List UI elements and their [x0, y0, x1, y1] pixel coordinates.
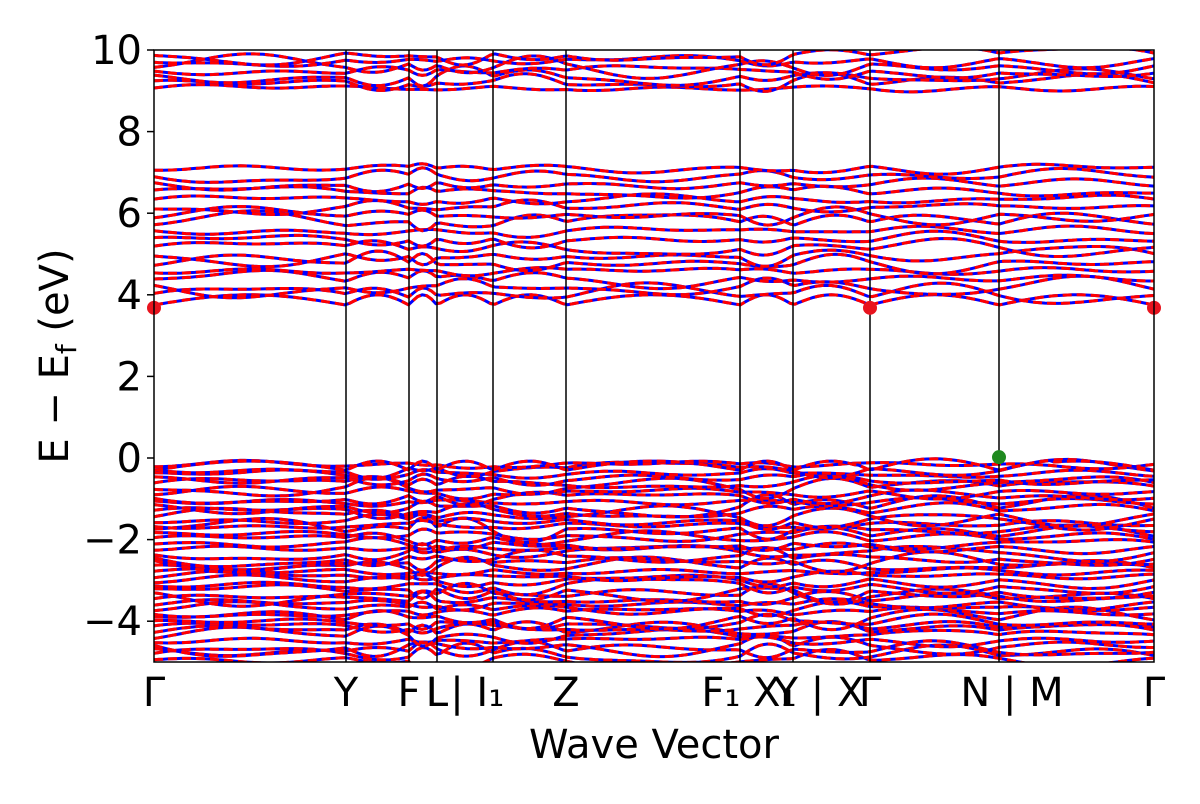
band-edge-markers	[147, 300, 1161, 465]
band-line-spin-down	[154, 268, 1154, 291]
band-line-spin-up	[154, 184, 1154, 200]
band-line-spin-down	[154, 457, 1154, 472]
y-tick-label: 8	[117, 110, 142, 156]
band-line-spin-down	[154, 639, 1154, 660]
y-tick-label: 2	[117, 354, 142, 400]
band-line-spin-down	[154, 529, 1154, 547]
x-axis-label: Wave Vector	[529, 722, 780, 768]
band-line-spin-up	[154, 569, 1154, 584]
y-tick-label: 10	[91, 28, 142, 74]
y-tick-label: 4	[117, 273, 142, 319]
kpath-lines	[345, 50, 1000, 662]
band-line-spin-down	[154, 488, 1154, 507]
x-tick-label: Y | X	[773, 670, 865, 716]
band-line-spin-down	[154, 64, 1154, 81]
cbm-marker	[863, 300, 877, 315]
band-line-spin-down	[154, 176, 1154, 194]
x-tick-label: Z	[552, 670, 579, 716]
band-line-spin-down	[154, 536, 1154, 552]
band-line-spin-down	[154, 600, 1154, 618]
band-line-spin-down	[154, 555, 1154, 577]
band-line-spin-down	[154, 166, 1154, 184]
band-line-spin-down	[154, 493, 1154, 519]
x-tick-label: I | I₁	[426, 670, 505, 716]
band-line-spin-up	[154, 162, 1154, 176]
band-line-spin-down	[154, 572, 1154, 591]
band-line-spin-up	[154, 606, 1154, 619]
plot-frame	[153, 49, 1155, 663]
y-tick-label: −4	[83, 599, 142, 645]
band-line-spin-down	[154, 624, 1154, 648]
x-tick-label: Y	[333, 670, 359, 716]
x-tick-label: F₁ X₁	[701, 670, 796, 716]
band-line-spin-down	[154, 236, 1154, 258]
band-line-spin-down	[154, 524, 1154, 543]
band-line-spin-down	[154, 619, 1154, 636]
band-line-spin-up	[154, 64, 1154, 88]
band-line-spin-up	[154, 192, 1154, 206]
band-line-spin-down	[154, 633, 1154, 659]
y-tick-label: 0	[117, 436, 142, 482]
band-line-spin-down	[154, 515, 1154, 545]
x-tick-label: F	[397, 670, 420, 716]
x-tick-label: N | M	[960, 670, 1063, 716]
band-line-spin-up	[154, 224, 1154, 239]
bands-layer	[154, 50, 1154, 662]
band-line-spin-down	[154, 245, 1154, 269]
band-line-spin-down	[154, 605, 1154, 632]
band-line-spin-up	[154, 249, 1154, 276]
band-line-spin-down	[154, 204, 1154, 227]
y-tick-label: −2	[83, 518, 142, 564]
y-tick-label: 6	[117, 191, 142, 237]
band-line-spin-up	[154, 635, 1154, 649]
band-line-spin-down	[154, 198, 1154, 216]
band-line-spin-down	[154, 583, 1154, 604]
band-line-spin-up	[154, 518, 1154, 531]
x-tick-label: Γ	[1143, 670, 1166, 716]
band-line-spin-down	[154, 83, 1154, 94]
band-line-spin-down	[154, 471, 1154, 487]
x-tick-label: Γ	[143, 670, 166, 716]
y-axis-label: E − Ef (eV)	[32, 248, 83, 463]
band-line-spin-down	[154, 474, 1154, 492]
vbm-marker	[992, 450, 1006, 465]
band-line-spin-down	[154, 581, 1154, 608]
band-line-spin-up	[154, 566, 1154, 577]
x-tick-label: L	[426, 670, 449, 716]
band-line-spin-down	[154, 647, 1154, 662]
band-line-spin-up	[154, 597, 1154, 613]
x-tick-label: Γ	[859, 670, 882, 716]
band-line-spin-down	[154, 229, 1154, 250]
band-line-spin-down	[154, 274, 1154, 300]
band-line-spin-down	[154, 281, 1154, 305]
band-line-spin-down	[154, 545, 1154, 569]
band-line-spin-down	[154, 504, 1154, 528]
band-line-spin-up	[154, 266, 1154, 278]
y-axis-ticks: −4 −2 0 2 4 6 8 10	[83, 28, 154, 645]
